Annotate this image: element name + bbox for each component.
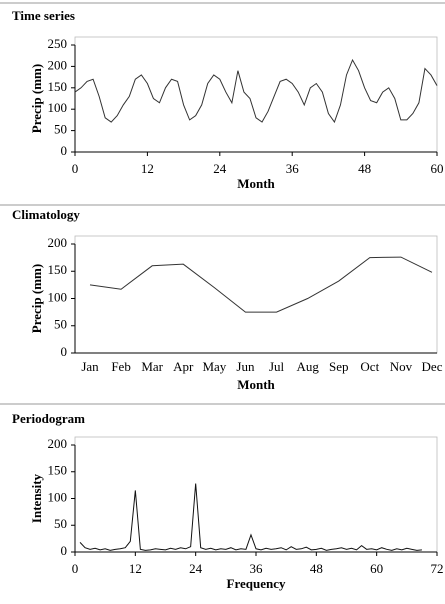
y-tick-label: 50: [54, 317, 67, 332]
x-tick-label: 72: [431, 561, 444, 576]
x-axis-label: Frequency: [227, 576, 286, 591]
x-tick-label: 0: [72, 161, 79, 176]
y-axis-label: Precip (mm): [29, 264, 44, 333]
data-line: [79, 483, 422, 551]
y-tick-label: 50: [54, 516, 67, 531]
y-tick-label: 150: [48, 262, 68, 277]
y-tick-label: 0: [61, 344, 68, 359]
y-tick-label: 0: [61, 543, 68, 558]
y-tick-label: 100: [48, 289, 68, 304]
x-tick-label: 24: [189, 561, 203, 576]
y-tick-label: 100: [48, 489, 68, 504]
x-tick-label: Dec: [422, 359, 443, 374]
y-tick-label: 200: [48, 436, 68, 451]
y-tick-label: 200: [48, 235, 68, 250]
x-tick-label: 12: [141, 161, 154, 176]
y-tick-label: 100: [48, 100, 68, 115]
x-axis-label: Month: [237, 176, 275, 191]
x-tick-label: 36: [250, 561, 264, 576]
y-tick-label: 150: [48, 79, 68, 94]
x-tick-label: May: [202, 359, 226, 374]
x-tick-label: Mar: [141, 359, 163, 374]
x-tick-label: 48: [358, 161, 371, 176]
y-axis-label: Precip (mm): [29, 64, 44, 133]
data-line: [74, 58, 438, 124]
y-tick-label: 150: [48, 463, 68, 478]
x-tick-label: Apr: [173, 359, 194, 374]
x-tick-label: 48: [310, 561, 323, 576]
x-tick-label: 0: [72, 561, 79, 576]
panel-title: Periodogram: [12, 411, 85, 426]
y-tick-label: 50: [54, 122, 67, 137]
x-tick-label: Jun: [236, 359, 255, 374]
x-tick-label: Jul: [269, 359, 285, 374]
x-tick-label: Jan: [81, 359, 99, 374]
x-tick-label: 60: [370, 561, 383, 576]
x-tick-label: 60: [431, 161, 444, 176]
panel-title: Climatology: [12, 207, 80, 222]
x-tick-label: 12: [129, 561, 142, 576]
panel-title: Time series: [12, 8, 75, 23]
x-tick-label: 36: [286, 161, 300, 176]
plot-frame: [74, 235, 438, 354]
x-tick-label: Aug: [296, 359, 319, 374]
y-tick-label: 250: [48, 36, 68, 51]
plot-frame: [74, 436, 438, 553]
y-axis-label: Intensity: [29, 473, 44, 523]
x-tick-label: Sep: [329, 359, 349, 374]
x-tick-label: Nov: [390, 359, 413, 374]
x-tick-label: Oct: [360, 359, 379, 374]
y-tick-label: 0: [61, 143, 68, 158]
x-axis-label: Month: [237, 377, 275, 392]
x-tick-label: Feb: [111, 359, 131, 374]
x-tick-label: 24: [213, 161, 227, 176]
y-tick-label: 200: [48, 57, 68, 72]
plot-frame: [74, 36, 438, 153]
data-line: [89, 256, 433, 313]
